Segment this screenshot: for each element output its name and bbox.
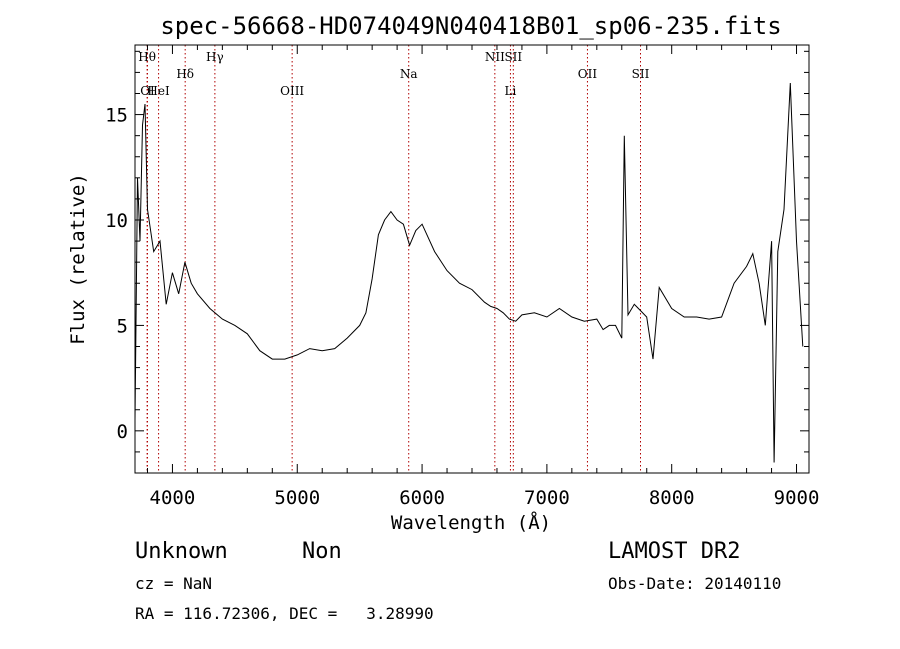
object-subclass: Non [302, 539, 342, 564]
axis-ticks: 4000 5000 6000 7000 8000 9000 0 5 10 15 [105, 45, 819, 509]
spectral-line-label: Hγ [206, 50, 224, 64]
x-tick-label: 7000 [524, 487, 570, 509]
spectral-line-label: Na [400, 67, 418, 81]
ra-dec-value: RA = 116.72306, DEC = 3.28990 [135, 604, 434, 623]
plot-frame [134, 44, 810, 474]
x-tick-label: 8000 [649, 487, 695, 509]
y-axis-label: Flux (relative) [67, 173, 89, 345]
x-tick-label: 9000 [774, 487, 820, 509]
spectral-line-label: SII [504, 50, 522, 64]
spectral-line-label: Li [505, 84, 517, 98]
spectral-line-label: SII [632, 67, 650, 81]
object-class: Unknown [135, 539, 228, 564]
x-tick-label: 6000 [399, 487, 445, 509]
spectral-line-label: OI [140, 84, 155, 98]
spectral-line-label: OIII [280, 84, 304, 98]
y-tick-label: 10 [105, 210, 128, 232]
spectral-line-label: Hδ [176, 67, 194, 81]
y-tick-label: 5 [117, 315, 128, 337]
chart-title: spec-56668-HD074049N040418B01_sp06-235.f… [160, 12, 781, 40]
spectrum-series-line [134, 82, 804, 463]
spectral-line-label: HeI [147, 84, 170, 98]
spectral-line-label: OII [578, 67, 598, 81]
spectral-line-label: NII [485, 50, 505, 64]
y-tick-label: 15 [105, 105, 128, 127]
cz-value: cz = NaN [135, 574, 212, 593]
y-tick-label: 0 [117, 421, 128, 443]
obs-date: Obs-Date: 20140110 [608, 574, 781, 593]
x-tick-label: 5000 [274, 487, 320, 509]
survey-name: LAMOST DR2 [608, 539, 740, 564]
x-axis-label: Wavelength (Å) [391, 511, 551, 534]
x-tick-label: 4000 [150, 487, 196, 509]
